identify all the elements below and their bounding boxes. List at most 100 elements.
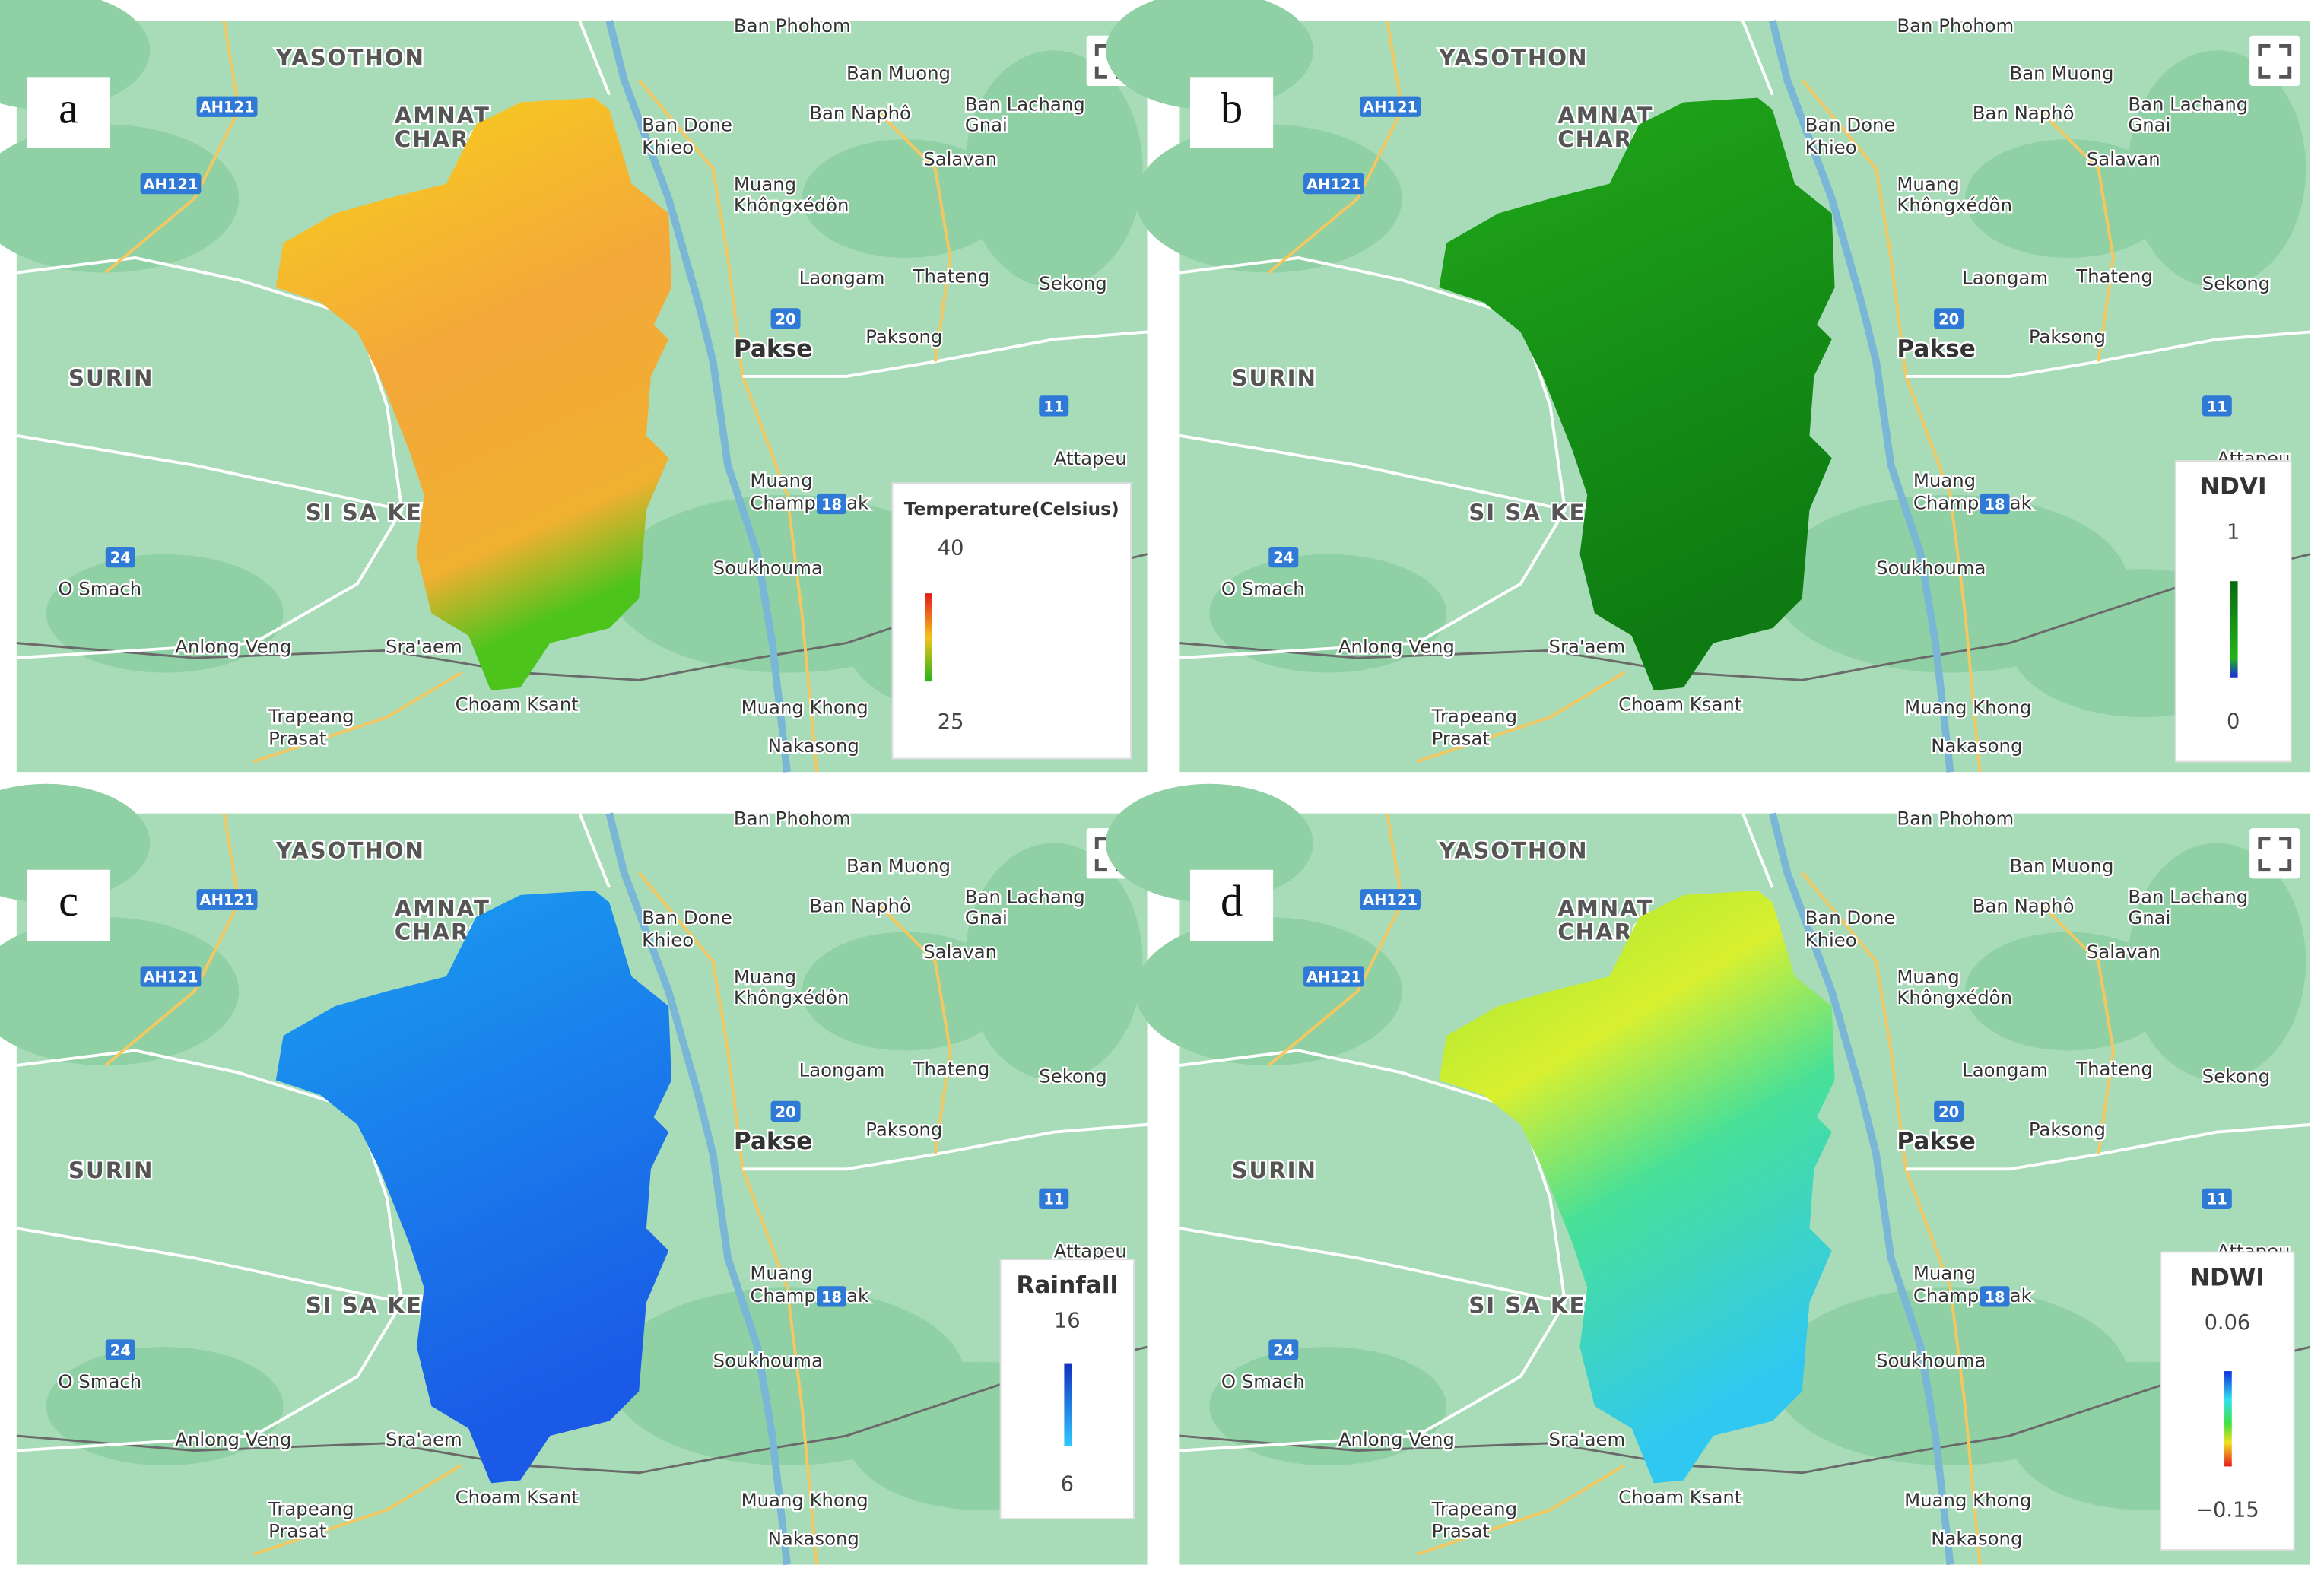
place-label: Muang — [1897, 966, 1959, 988]
place-label: Ban Lachang — [965, 93, 1085, 115]
road-shield-label: 20 — [1938, 1103, 1959, 1121]
place-label: Anlong Veng — [175, 635, 291, 657]
forest-area — [1135, 917, 1402, 1065]
place-label: Soukhouma — [713, 1350, 823, 1372]
panel-letter-box — [1190, 77, 1274, 148]
place-label: Khôngxédôn — [734, 986, 849, 1008]
road-shield — [196, 96, 258, 117]
place-label: Sekong — [1039, 272, 1106, 294]
road-shield-label: AH121 — [143, 176, 198, 193]
road — [1741, 812, 1774, 888]
road-shield — [1934, 308, 1964, 329]
place-label: Sekong — [2202, 1065, 2270, 1087]
river — [605, 812, 791, 1566]
road — [1179, 316, 1567, 660]
place-label: Ban Muong — [846, 855, 951, 877]
road-shield — [140, 966, 202, 987]
border — [1179, 553, 2311, 681]
place-label: Muang Khong — [1904, 1489, 2031, 1511]
forest-area — [2128, 843, 2307, 1081]
road — [1179, 433, 1566, 512]
place-label: AMNAT — [395, 895, 491, 921]
place-label: Champassak — [750, 491, 869, 513]
place-label: Soukhouma — [1876, 557, 1986, 579]
place-label: Pakse — [734, 1128, 812, 1155]
place-label: Thateng — [2075, 1058, 2153, 1080]
place-label: O Smach — [58, 1370, 141, 1392]
place-label: Ban Phohom — [1897, 807, 2014, 829]
place-label: Khieo — [1805, 929, 1857, 951]
border — [16, 1345, 1148, 1475]
place-label: Ban Lachang — [2128, 886, 2248, 908]
road — [875, 901, 952, 1155]
place-label: Nakasong — [1931, 1527, 2022, 1549]
forest-area — [802, 139, 1010, 259]
place-label: Anlong Veng — [1338, 1428, 1455, 1450]
place-label: Ban Naphô — [809, 102, 911, 124]
place-label: Gnai — [965, 906, 1008, 929]
place-label: Ban Naphô — [809, 894, 911, 916]
place-label: Prasat — [1432, 727, 1490, 749]
place-label: SI SA KET — [306, 500, 440, 525]
road-shield — [1360, 889, 1421, 910]
road-shield-label: 20 — [1938, 310, 1959, 328]
panel-letter: d — [1221, 876, 1243, 925]
place-label: Khieo — [1805, 136, 1857, 158]
place-label: O Smach — [58, 577, 141, 599]
place-label: Muang — [734, 966, 796, 988]
border — [1179, 1345, 2311, 1475]
road-shield-label: 11 — [2207, 398, 2227, 415]
road — [16, 256, 358, 319]
place-label: Soukhouma — [713, 557, 823, 579]
road — [578, 812, 611, 888]
fullscreen-button[interactable] — [2249, 828, 2300, 879]
place-label: Attapeu — [1054, 447, 1127, 469]
place-label: Ban Lachang — [965, 886, 1085, 908]
forest-area — [0, 124, 240, 273]
road-shield-label: 11 — [2207, 1191, 2227, 1208]
road — [1179, 1109, 1567, 1452]
place-label: Ban Phohom — [734, 807, 851, 829]
place-label: YASOTHON — [275, 837, 425, 863]
place-label: Ban Muong — [2010, 855, 2114, 877]
place-label: Sra'aem — [386, 635, 462, 657]
study-region — [1439, 97, 1835, 690]
place-label: SURIN — [1232, 365, 1317, 391]
place-label: Khieo — [642, 929, 694, 951]
road — [252, 1464, 462, 1556]
place-label: Muang Khong — [741, 1489, 868, 1511]
place-label: Prasat — [1432, 1520, 1490, 1542]
place-label: Khôngxédôn — [1897, 986, 2012, 1008]
road-shield — [105, 546, 135, 568]
forest-area — [2128, 50, 2307, 287]
fullscreen-icon — [2258, 43, 2292, 79]
road — [1179, 1049, 1522, 1112]
place-label: Attapeu — [1054, 1240, 1127, 1262]
place-label: YASOTHON — [1438, 45, 1588, 71]
place-label: Choam Ksant — [1618, 693, 1741, 715]
road — [252, 671, 462, 764]
place-label: Muang — [1913, 1262, 1976, 1284]
study-region — [1439, 891, 1835, 1484]
place-label: Trapeang — [268, 705, 354, 727]
fullscreen-button[interactable] — [2249, 35, 2300, 87]
place-label: Ban Done — [1805, 906, 1896, 929]
panel-letter: c — [59, 876, 78, 925]
road-shield-label: AH121 — [1363, 891, 1418, 909]
forest-area — [1965, 139, 2173, 259]
place-label: Nakasong — [1931, 735, 2022, 757]
place-label: SURIN — [68, 365, 154, 391]
legend-colorbar — [2224, 1371, 2232, 1467]
place-label: Ban Lachang — [2128, 93, 2248, 115]
place-label: SI SA KET — [1468, 500, 1602, 525]
forest-area — [0, 917, 240, 1065]
road — [16, 1049, 358, 1112]
place-label: Ban Muong — [2010, 62, 2114, 84]
legend-min: 0 — [2227, 710, 2240, 734]
place-label: Soukhouma — [1876, 1350, 1986, 1372]
road-shield — [140, 173, 202, 195]
river — [1769, 20, 1954, 773]
